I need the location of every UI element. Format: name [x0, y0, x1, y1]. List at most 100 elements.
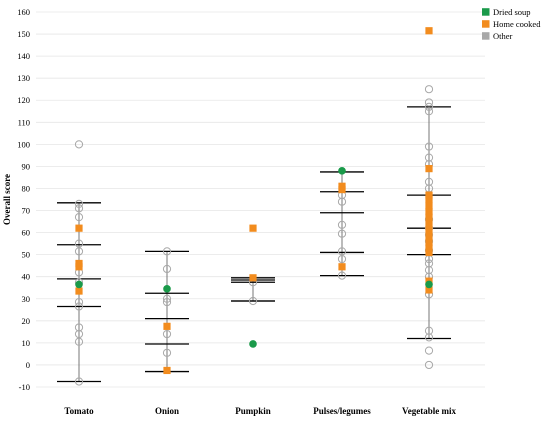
data-point-home-cooked-vegetable-mix: [425, 208, 433, 216]
data-point-other-pulses-legumes: [337, 271, 347, 280]
x-axis-categories: Tomato Onion Pumpkin Pulses/legumes Vegetabl…: [64, 406, 456, 416]
data-point-home-cooked-vegetable-mix: [425, 202, 433, 210]
data-point-home-cooked-vegetable-mix: [425, 244, 433, 252]
data-point-other-vegetable-mix: [424, 333, 434, 342]
data-point-other-pumpkin: [248, 296, 258, 306]
data-point-other-vegetable-mix: [424, 85, 434, 94]
legend-label-other: Other: [493, 31, 513, 41]
gridlines: [36, 11, 485, 388]
data-point-other-pulses-legumes: [337, 247, 347, 256]
data-point-home-cooked-vegetable-mix: [425, 248, 433, 257]
data-point-other-tomato: [74, 213, 84, 222]
data-point-other-vegetable-mix: [424, 326, 434, 335]
y-tick-label: 90: [22, 161, 31, 171]
data-point-other-pulses-legumes: [337, 229, 347, 238]
data-point-other-vegetable-mix: [424, 98, 434, 107]
x-category-label-tomato: Tomato: [64, 406, 94, 416]
data-point-other-tomato: [74, 297, 84, 307]
data-point-dried-soup-pumpkin: [249, 340, 257, 348]
whisker-pulses-legumes: [320, 171, 364, 277]
data-point-dried-soup-tomato: [75, 280, 83, 289]
data-point-home-cooked-tomato: [75, 224, 83, 232]
legend: Dried soup Home cooked Other: [482, 7, 541, 41]
data-point-other-vegetable-mix: [424, 177, 434, 186]
data-point-home-cooked-vegetable-mix: [425, 233, 433, 241]
data-point-other-vegetable-mix: [424, 142, 434, 151]
data-point-other-tomato: [74, 204, 84, 213]
data-point-home-cooked-pulses-legumes: [338, 185, 346, 194]
data-point-home-cooked-vegetable-mix: [425, 220, 433, 228]
data-point-other-tomato: [74, 302, 84, 311]
x-category-label-pulses-legumes: Pulses/legumes: [313, 406, 371, 416]
whisker-onion: [145, 250, 189, 373]
legend-label-dried-soup: Dried soup: [493, 7, 531, 17]
y-tick-label: 30: [22, 294, 31, 304]
data-point-other-pulses-legumes: [337, 197, 347, 206]
data-point-other-onion: [162, 247, 172, 256]
data-point-home-cooked-tomato: [75, 263, 83, 271]
summary-whiskers: [57, 106, 451, 383]
y-tick-label: -10: [19, 382, 30, 392]
data-point-home-cooked-vegetable-mix: [425, 165, 433, 173]
data-point-home-cooked-vegetable-mix: [425, 27, 433, 35]
data-point-other-vegetable-mix: [424, 360, 434, 370]
data-point-other-tomato: [74, 239, 84, 248]
data-point-other-tomato: [74, 329, 84, 339]
data-point-other-tomato: [74, 247, 84, 256]
data-point-home-cooked-tomato: [75, 287, 83, 295]
data-point-home-cooked-pumpkin: [249, 274, 257, 282]
x-category-label-pumpkin: Pumpkin: [235, 406, 271, 416]
data-point-home-cooked-vegetable-mix: [425, 286, 433, 294]
data-point-other-tomato: [74, 199, 84, 209]
data-point-home-cooked-vegetable-mix: [425, 213, 433, 221]
data-points: [74, 27, 434, 386]
data-point-home-cooked-vegetable-mix: [425, 195, 433, 204]
data-point-dried-soup-pulses-legumes: [338, 167, 346, 175]
legend-label-home-cooked: Home cooked: [493, 19, 541, 29]
y-tick-label: 50: [22, 250, 31, 260]
data-point-home-cooked-onion: [163, 322, 171, 330]
x-category-label-vegetable-mix: Vegetable mix: [402, 406, 456, 416]
y-axis-ticks: -10 0 10 20 30 40 50 60 70 80 90 100 110 120 130 140 150…: [17, 7, 30, 392]
y-tick-label: 0: [26, 360, 30, 370]
data-point-other-vegetable-mix: [424, 346, 434, 355]
data-point-home-cooked-vegetable-mix: [425, 226, 433, 234]
y-tick-label: 160: [17, 7, 30, 17]
data-point-other-pulses-legumes: [337, 220, 347, 229]
data-point-home-cooked-pumpkin: [249, 224, 257, 232]
data-point-other-vegetable-mix: [424, 107, 434, 116]
data-point-other-vegetable-mix: [424, 265, 434, 275]
legend-swatch-home-cooked: [482, 20, 490, 28]
data-point-dried-soup-onion: [163, 285, 171, 293]
data-point-other-pulses-legumes: [337, 254, 347, 264]
data-point-other-onion: [162, 329, 172, 339]
data-point-other-tomato: [74, 337, 84, 346]
data-point-other-vegetable-mix: [424, 102, 434, 111]
y-tick-label: 150: [17, 29, 30, 39]
data-point-home-cooked-vegetable-mix: [425, 191, 433, 199]
y-tick-label: 140: [17, 51, 30, 61]
data-point-other-onion: [162, 348, 172, 357]
y-tick-label: 40: [22, 272, 31, 282]
data-point-other-onion: [162, 294, 172, 303]
y-tick-label: 110: [18, 117, 30, 127]
y-tick-label: 70: [22, 206, 31, 216]
y-tick-label: 20: [22, 316, 31, 326]
data-point-home-cooked-pulses-legumes: [338, 263, 346, 271]
data-point-other-vegetable-mix: [424, 259, 434, 268]
data-point-other-vegetable-mix: [424, 153, 434, 162]
y-tick-label: 60: [22, 228, 31, 238]
y-tick-label: 80: [22, 183, 31, 193]
whisker-pumpkin: [231, 277, 275, 302]
y-tick-label: 130: [17, 73, 30, 83]
y-tick-label: 10: [22, 338, 31, 348]
legend-swatch-other: [482, 32, 490, 40]
y-tick-label: 100: [17, 139, 30, 149]
data-point-other-tomato: [74, 140, 84, 149]
data-point-other-onion: [162, 297, 172, 307]
data-point-other-tomato: [74, 377, 84, 386]
data-point-other-tomato: [74, 323, 84, 332]
data-point-other-onion: [162, 264, 172, 274]
